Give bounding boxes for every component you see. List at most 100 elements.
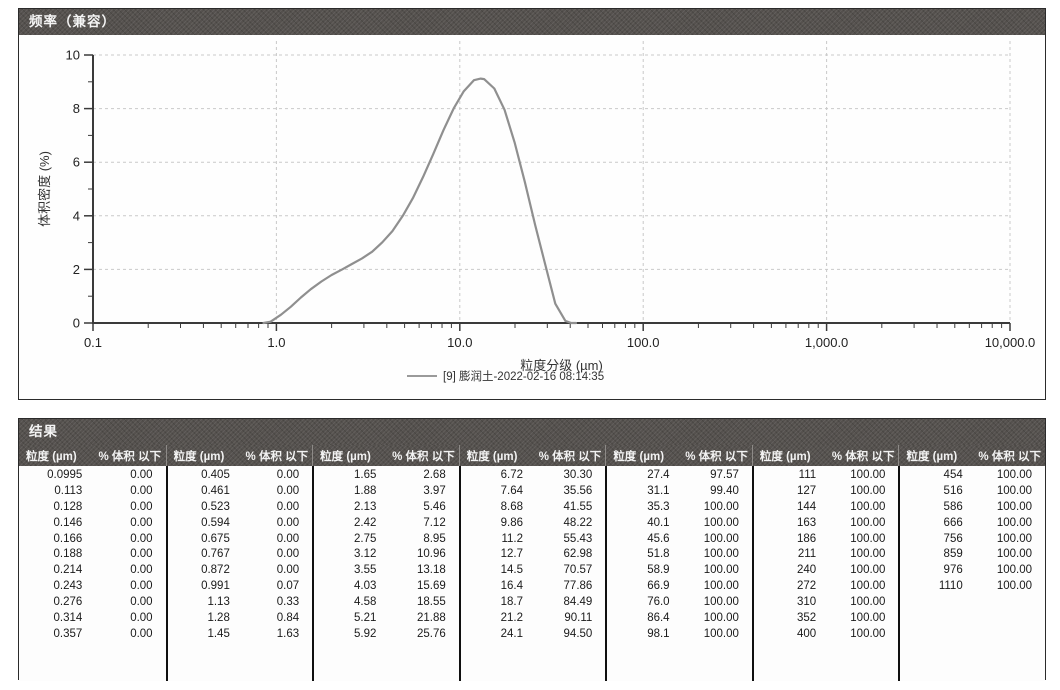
size-value-cell: 0.594	[201, 516, 230, 529]
percent-below-value-cell: 100.00	[996, 564, 1033, 577]
results-column-headers: 粒度 (µm) % 体积 以下	[312, 445, 459, 466]
size-value-cell: 0.113	[54, 484, 83, 497]
results-panel: 结果 粒度 (µm)% 体积 以下 0.0995 0.00 0.113 0.00 0.12…	[18, 418, 1046, 681]
size-value-cell: 0.675	[201, 532, 230, 545]
frequency-curve	[262, 77, 578, 325]
results-panel-title: 结果	[19, 419, 1045, 445]
table-row: 14.5 70.57	[461, 564, 606, 580]
results-group-body: 111 100.00 127 100.00 144 100.00 163 100.00 186 1…	[751, 466, 899, 681]
size-value-cell: 5.92	[354, 627, 377, 640]
results-group-body: 0.0995 0.00 0.113 0.00 0.128 0.00 0.146 0.00 0.1…	[19, 466, 166, 681]
table-row: 0.767 0.00	[168, 548, 313, 564]
percent-below-value-cell: 0.00	[130, 516, 153, 529]
percent-below-value-cell: 0.00	[276, 516, 300, 529]
size-value-cell: 9.86	[500, 516, 523, 529]
table-row: 2.42 7.12	[314, 517, 459, 533]
percent-below-value-cell: 15.69	[416, 580, 446, 593]
x-tick-label: 10,000.0	[985, 335, 1036, 350]
table-row: 5.92 25.76	[314, 628, 459, 644]
size-value-cell: 0.166	[53, 532, 83, 545]
table-row: 0.276 0.00	[19, 596, 166, 612]
results-group-body: 6.72 30.30 7.64 35.56 8.68 41.55 9.86 48.22 11.2…	[458, 466, 606, 681]
percent-below-value-cell: 0.00	[130, 596, 153, 609]
table-row: 144 100.00	[754, 501, 899, 517]
table-row: 3.55 13.18	[314, 564, 459, 580]
table-row: 66.9 100.00	[607, 580, 752, 596]
percent-below-value-cell: 62.98	[563, 548, 593, 561]
table-row: 0.594 0.00	[168, 517, 313, 533]
size-value-cell: 0.214	[53, 564, 83, 577]
results-column-group: 粒度 (µm) % 体积 以下 6.72 30.30 7.64 35.56 8.68 41.5…	[458, 445, 606, 681]
percent-below-column-header: % 体积 以下	[245, 450, 309, 463]
table-row: 8.68 41.55	[461, 501, 606, 517]
x-tick-label: 1,000.0	[805, 335, 848, 350]
table-row: 163 100.00	[754, 517, 899, 533]
percent-below-value-cell: 48.22	[563, 516, 593, 529]
percent-below-value-cell: 100.00	[703, 612, 739, 625]
results-group-body: 0.405 0.00 0.461 0.00 0.523 0.00 0.594 0.00 0.67…	[165, 466, 313, 681]
percent-below-value-cell: 0.00	[130, 484, 153, 497]
table-row: 272 100.00	[754, 580, 899, 596]
percent-below-value-cell: 0.00	[130, 564, 153, 577]
table-row: 1.65 2.68	[314, 469, 459, 485]
percent-below-value-cell: 100.00	[850, 532, 886, 545]
size-value-cell: 3.12	[354, 548, 377, 561]
size-value-cell: 40.1	[647, 516, 670, 529]
size-value-cell: 31.1	[647, 484, 670, 497]
percent-below-value-cell: 77.86	[563, 580, 593, 593]
percent-below-value-cell: 100.00	[996, 469, 1033, 481]
size-value-cell: 35.3	[647, 500, 670, 513]
percent-below-value-cell: 0.00	[276, 484, 300, 497]
percent-below-value-cell: 100.00	[703, 500, 739, 513]
size-column-header: 粒度 (µm)	[759, 450, 811, 463]
table-row: 400 100.00	[754, 628, 899, 644]
table-row: 211 100.00	[754, 548, 899, 564]
table-row: 127 100.00	[754, 485, 899, 501]
size-value-cell: 127	[796, 484, 817, 497]
percent-below-value-cell: 70.57	[563, 564, 593, 577]
y-tick-label: 2	[73, 262, 80, 277]
table-row: 454 100.00	[900, 469, 1045, 485]
table-row: 0.675 0.00	[168, 533, 313, 549]
y-tick-label: 6	[73, 155, 80, 170]
x-tick-label: 0.1	[84, 335, 102, 350]
table-row: 58.9 100.00	[607, 564, 752, 580]
size-value-cell: 516	[943, 484, 963, 497]
size-value-cell: 2.75	[354, 532, 377, 545]
size-value-cell: 76.0	[647, 596, 670, 609]
size-value-cell: 352	[796, 612, 817, 625]
percent-below-value-cell: 100.00	[996, 516, 1033, 529]
percent-below-value-cell: 100.00	[850, 469, 886, 481]
size-column-header: 粒度 (µm)	[613, 450, 665, 463]
percent-below-value-cell: 100.00	[996, 484, 1033, 497]
percent-below-value-cell: 0.84	[276, 612, 300, 625]
percent-below-value-cell: 100.00	[850, 596, 886, 609]
size-value-cell: 5.21	[354, 612, 377, 625]
results-group-body: 454 100.00 516 100.00 586 100.00 666 100.00 756 1…	[898, 466, 1046, 681]
table-row: 666 100.00	[900, 517, 1045, 533]
percent-below-value-cell: 13.18	[416, 564, 446, 577]
x-tick-label: 100.0	[627, 335, 660, 350]
percent-below-value-cell: 0.07	[276, 580, 300, 593]
size-value-cell: 98.1	[647, 627, 670, 640]
percent-below-value-cell: 100.00	[850, 564, 886, 577]
size-value-cell: 4.03	[354, 580, 377, 593]
size-value-cell: 1.88	[354, 484, 377, 497]
results-column-headers: 粒度 (µm) % 体积 以下	[165, 445, 313, 466]
table-row: 16.4 77.86	[461, 580, 606, 596]
percent-below-value-cell: 30.30	[563, 469, 593, 481]
results-column-group: 粒度 (µm)% 体积 以下 1.65 2.68 1.88 3.97 2.13 5.46 2.…	[312, 445, 459, 681]
table-row: 0.128 0.00	[19, 501, 166, 517]
size-value-cell: 1.65	[354, 469, 377, 481]
table-row: 4.03 15.69	[314, 580, 459, 596]
size-value-cell: 0.357	[53, 627, 83, 640]
percent-below-value-cell: 10.96	[416, 548, 446, 561]
size-value-cell: 0.405	[201, 469, 230, 481]
size-value-cell: 58.9	[647, 564, 670, 577]
percent-below-value-cell: 84.49	[563, 596, 593, 609]
table-row: 35.3 100.00	[607, 501, 752, 517]
table-row: 86.4 100.00	[607, 612, 752, 628]
size-value-cell: 12.7	[500, 548, 523, 561]
size-value-cell: 0.276	[53, 596, 83, 609]
table-row: 0.314 0.00	[19, 612, 166, 628]
